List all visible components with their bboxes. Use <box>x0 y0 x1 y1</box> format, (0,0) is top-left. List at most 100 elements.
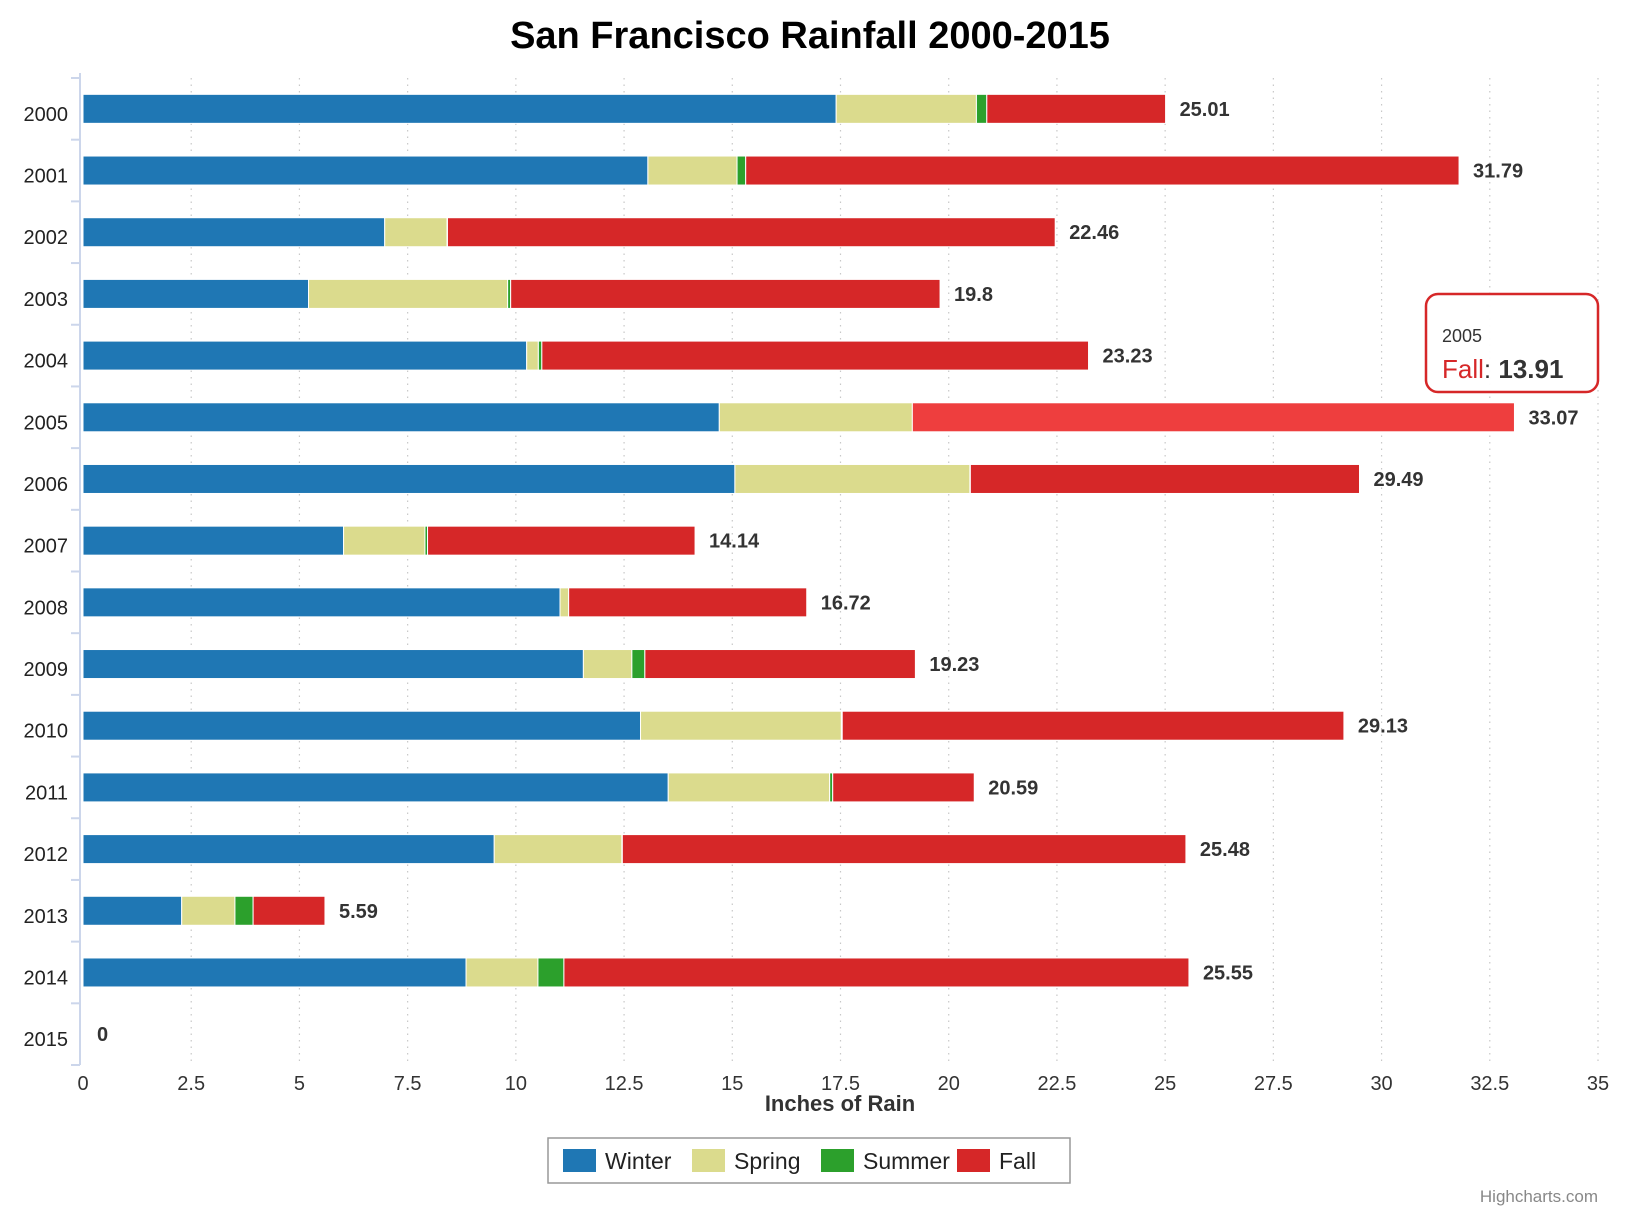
bar-fall-2012[interactable] <box>621 834 1187 865</box>
bar-winter-2007[interactable] <box>82 525 345 556</box>
bar-spring-2009[interactable] <box>582 649 633 680</box>
legend-item-spring[interactable]: Spring <box>692 1148 800 1174</box>
total-label-2007: 14.14 <box>709 531 760 553</box>
total-label-2012: 25.48 <box>1200 839 1250 861</box>
total-label-2008: 16.72 <box>821 592 871 614</box>
bar-fall-2000[interactable] <box>986 93 1167 124</box>
bar-spring-2002[interactable] <box>384 217 448 248</box>
x-tick-label: 25 <box>1154 1073 1176 1095</box>
bar-fall-2014[interactable] <box>563 957 1190 988</box>
legend-label: Spring <box>734 1148 800 1174</box>
y-category-label: 2012 <box>24 844 69 866</box>
bar-spring-2012[interactable] <box>493 834 623 865</box>
bar-fall-2007[interactable] <box>427 525 696 556</box>
tooltip: 2005 Fall: 13.91 <box>1424 292 1600 394</box>
y-category-label: 2007 <box>24 536 69 558</box>
bar-winter-2008[interactable] <box>82 587 561 618</box>
bar-fall-2002[interactable] <box>446 217 1056 248</box>
bar-spring-2006[interactable] <box>734 463 971 494</box>
bar-winter-2004[interactable] <box>82 340 528 371</box>
y-category-label: 2002 <box>24 227 69 249</box>
x-tick-label: 35 <box>1587 1073 1609 1095</box>
bar-spring-2010[interactable] <box>640 710 842 741</box>
total-label-2009: 19.23 <box>929 654 979 676</box>
bar-winter-2012[interactable] <box>82 834 495 865</box>
total-label-2004: 23.23 <box>1103 346 1153 368</box>
legend-swatch <box>957 1149 990 1172</box>
legend-item-summer[interactable]: Summer <box>821 1148 950 1174</box>
bar-fall-2005[interactable] <box>911 402 1515 433</box>
x-tick-label: 2.5 <box>177 1073 205 1095</box>
x-tick-label: 5 <box>294 1073 305 1095</box>
legend-item-fall[interactable]: Fall <box>957 1148 1036 1174</box>
x-tick-label: 20 <box>938 1073 960 1095</box>
total-label-2011: 20.59 <box>988 777 1038 799</box>
bar-spring-2000[interactable] <box>835 93 977 124</box>
y-category-label: 2000 <box>24 104 69 126</box>
bar-fall-2010[interactable] <box>841 710 1345 741</box>
y-category-label: 2013 <box>24 906 69 928</box>
legend-swatch <box>563 1149 596 1172</box>
bar-fall-2001[interactable] <box>745 155 1460 186</box>
y-category-label: 2004 <box>24 351 69 373</box>
tooltip-series: Fall <box>1442 354 1484 384</box>
tooltip-value: 13.91 <box>1498 354 1563 384</box>
bar-spring-2004[interactable] <box>526 340 539 371</box>
bar-winter-2014[interactable] <box>82 957 467 988</box>
bar-winter-2009[interactable] <box>82 649 584 680</box>
y-category-label: 2003 <box>24 289 69 311</box>
x-tick-label: 10 <box>505 1073 527 1095</box>
bar-fall-2013[interactable] <box>252 895 326 926</box>
bar-winter-2002[interactable] <box>82 217 386 248</box>
bar-spring-2001[interactable] <box>647 155 738 186</box>
bar-spring-2014[interactable] <box>465 957 539 988</box>
y-category-label: 2005 <box>24 412 69 434</box>
bar-series <box>82 93 1515 988</box>
y-category-label: 2009 <box>24 659 69 681</box>
bar-winter-2011[interactable] <box>82 772 669 803</box>
bar-winter-2001[interactable] <box>82 155 649 186</box>
bar-fall-2008[interactable] <box>568 587 808 618</box>
bar-summer-2000[interactable] <box>975 93 988 124</box>
bar-spring-2003[interactable] <box>308 278 509 309</box>
bar-fall-2011[interactable] <box>832 772 975 803</box>
total-label-2015: 0 <box>97 1024 108 1046</box>
x-tick-label: 32.5 <box>1470 1073 1509 1095</box>
bar-spring-2013[interactable] <box>181 895 236 926</box>
bar-summer-2001[interactable] <box>736 155 747 186</box>
tooltip-box <box>1424 292 1600 394</box>
bar-fall-2004[interactable] <box>541 340 1090 371</box>
legend-swatch <box>692 1149 725 1172</box>
total-label-2003: 19.8 <box>954 284 993 306</box>
bar-spring-2007[interactable] <box>343 525 426 556</box>
bar-fall-2003[interactable] <box>510 278 941 309</box>
bar-winter-2003[interactable] <box>82 278 310 309</box>
x-axis-title: Inches of Rain <box>765 1091 915 1116</box>
credits-link[interactable]: Highcharts.com <box>1480 1187 1598 1206</box>
bar-summer-2004[interactable] <box>537 340 543 371</box>
bar-spring-2005[interactable] <box>718 402 913 433</box>
total-label-2002: 22.46 <box>1069 222 1119 244</box>
bar-fall-2009[interactable] <box>644 649 916 680</box>
y-category-label: 2011 <box>25 782 68 804</box>
x-tick-label: 17.5 <box>821 1073 860 1095</box>
total-label-2006: 29.49 <box>1373 469 1423 491</box>
bar-winter-2005[interactable] <box>82 402 720 433</box>
bar-winter-2013[interactable] <box>82 895 183 926</box>
bar-winter-2006[interactable] <box>82 463 736 494</box>
y-category-label: 2006 <box>24 474 69 496</box>
bar-summer-2014[interactable] <box>537 957 565 988</box>
bar-summer-2013[interactable] <box>234 895 254 926</box>
bar-fall-2006[interactable] <box>969 463 1360 494</box>
bar-winter-2000[interactable] <box>82 93 837 124</box>
x-tick-label: 22.5 <box>1037 1073 1076 1095</box>
bar-spring-2011[interactable] <box>667 772 831 803</box>
legend-swatch <box>821 1149 854 1172</box>
legend-item-winter[interactable]: Winter <box>563 1148 672 1174</box>
bar-winter-2010[interactable] <box>82 710 642 741</box>
bar-summer-2009[interactable] <box>631 649 646 680</box>
bar-spring-2008[interactable] <box>559 587 570 618</box>
legend-label: Fall <box>999 1148 1036 1174</box>
